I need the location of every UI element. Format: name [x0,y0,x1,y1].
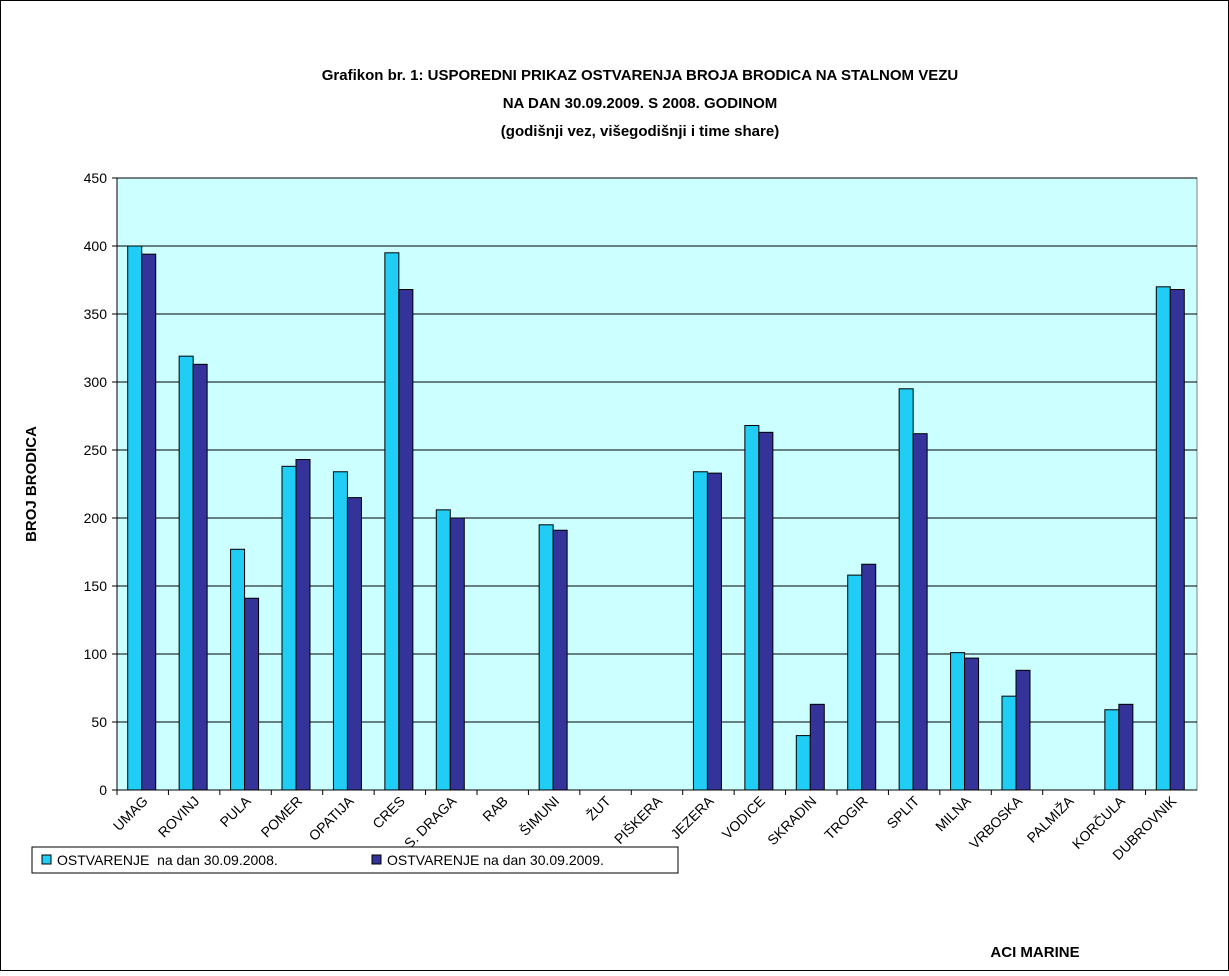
bar [141,253,157,791]
bar [758,431,774,791]
bar [538,524,554,791]
y-tick-label: 200 [84,510,108,526]
bar [964,657,980,791]
y-tick-label: 150 [84,578,108,594]
chart-subtitle: NA DAN 30.09.2009. S 2008. GODINOM [503,95,778,112]
bar [346,497,362,791]
bar [1118,703,1134,791]
legend-swatch [41,854,52,865]
bar [552,529,568,791]
bar [744,425,760,791]
bar [1104,709,1120,791]
x-axis-title: ACI MARINE [990,944,1079,961]
bar [281,465,297,791]
bar [384,252,400,791]
legend-label: OSTVARENJE na dan 30.09.2009. [387,852,604,868]
y-tick-label: 100 [84,646,108,662]
bar [192,363,208,791]
y-axis-title: BROJ BRODICA [23,426,40,542]
bar [295,459,311,791]
bar [692,471,708,791]
bar [178,355,194,791]
bar [1155,286,1171,791]
y-tick-label: 250 [84,442,108,458]
bar [230,548,246,791]
y-tick-label: 0 [99,782,107,798]
bar [127,245,143,791]
y-tick-label: 300 [84,374,108,390]
bar [449,517,465,791]
bar [912,433,928,791]
plot-area [116,177,1198,791]
legend-label: OSTVARENJE na dan 30.09.2008. [57,852,278,868]
bar [244,597,260,791]
y-tick-label: 400 [84,238,108,254]
y-tick-label: 50 [91,714,107,730]
bar [847,574,863,791]
bar [809,703,825,791]
legend: OSTVARENJE na dan 30.09.2008. OSTVARENJE … [31,846,679,874]
bar [795,735,811,791]
bar [706,472,722,791]
bar [861,563,877,791]
bar [898,388,914,791]
bar [1001,695,1017,791]
bar [950,652,966,791]
chart-title: Grafikon br. 1: USPOREDNI PRIKAZ OSTVARE… [322,67,958,84]
bar [1015,669,1031,791]
legend-box [31,846,679,874]
bar [398,289,414,791]
y-tick-label: 350 [84,306,108,322]
bar [1169,289,1185,791]
y-tick-label: 450 [84,170,108,186]
legend-swatch [371,854,382,865]
chart-subtitle: (godišnji vez, višegodišnji i time share… [501,123,779,140]
bar [332,471,348,791]
bar [435,509,451,791]
